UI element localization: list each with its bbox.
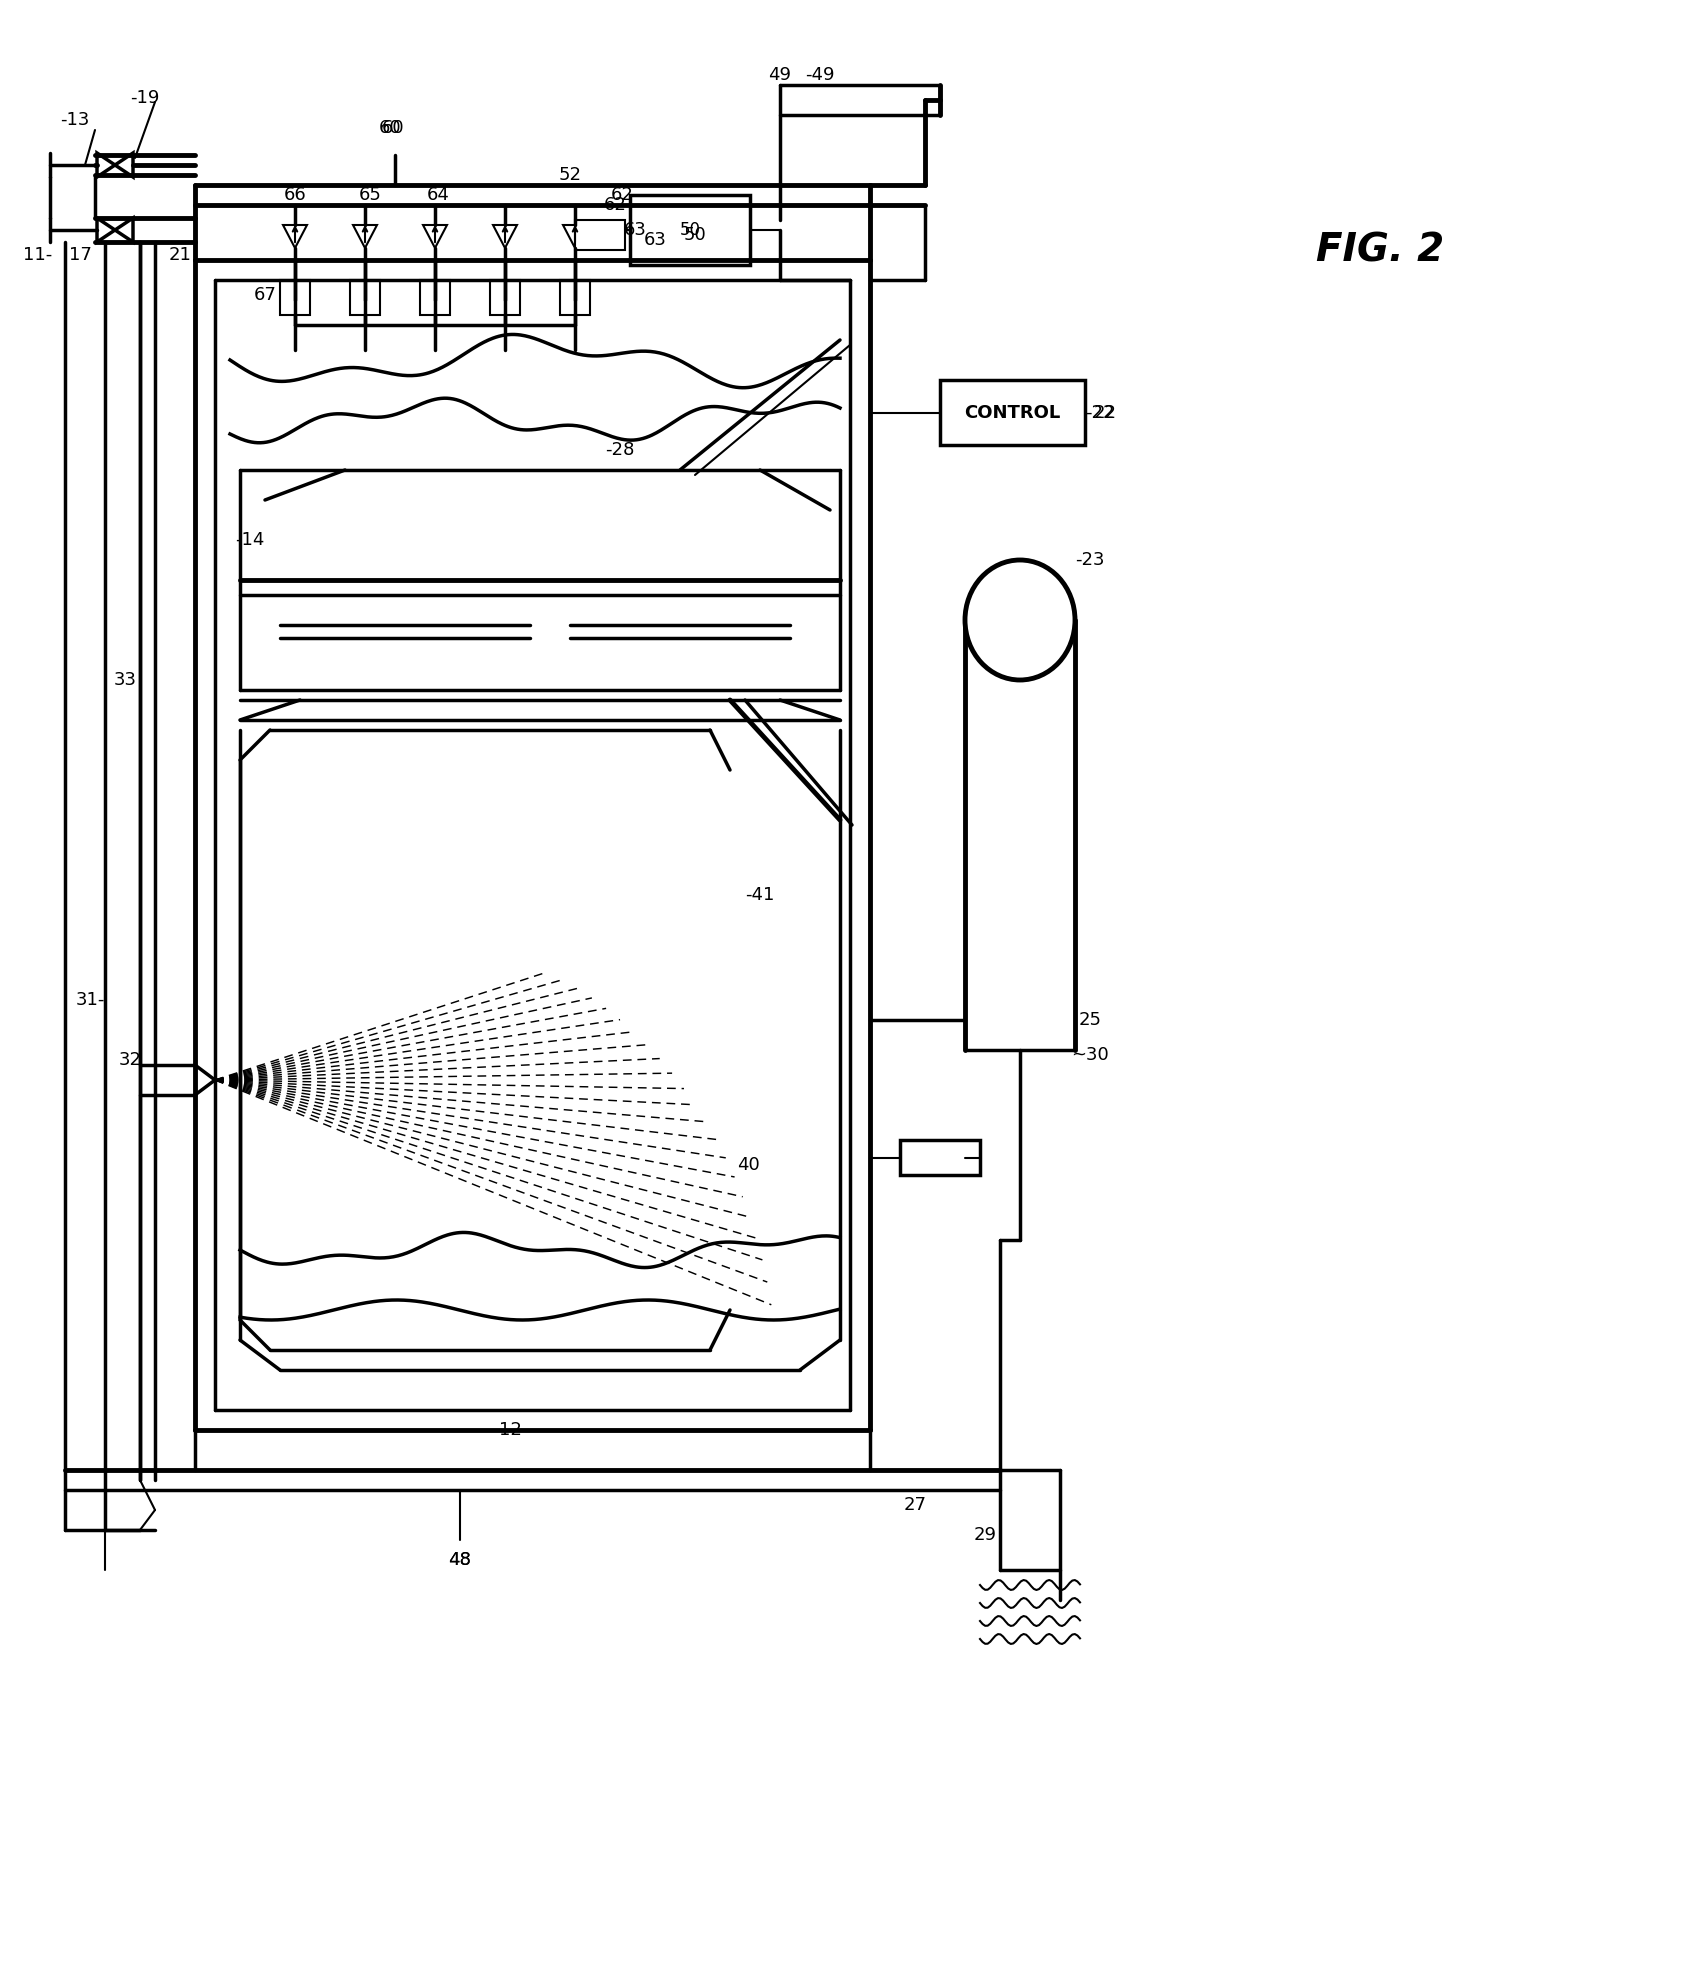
Text: 50: 50: [680, 222, 700, 239]
Text: -19: -19: [130, 88, 160, 108]
Text: 40: 40: [737, 1156, 759, 1173]
Polygon shape: [98, 218, 114, 241]
Text: 25: 25: [1078, 1010, 1102, 1028]
Text: 63: 63: [644, 232, 666, 249]
Text: 33: 33: [113, 671, 136, 689]
Text: 32: 32: [118, 1052, 141, 1069]
Bar: [420, 281, 451, 316]
Bar: [350, 281, 380, 316]
Text: FIG. 2: FIG. 2: [1315, 232, 1445, 269]
Polygon shape: [283, 226, 308, 247]
Text: ~30: ~30: [1071, 1046, 1108, 1063]
Text: 48: 48: [449, 1552, 471, 1570]
Bar: [575, 220, 626, 249]
Text: 62: 62: [604, 196, 626, 214]
Text: 48: 48: [449, 1552, 471, 1570]
Text: -23: -23: [1075, 551, 1105, 569]
Bar: [489, 281, 520, 316]
Bar: [900, 1140, 981, 1175]
Text: -28: -28: [606, 441, 634, 459]
Text: 67: 67: [254, 286, 276, 304]
Text: 65: 65: [358, 186, 382, 204]
Text: 52: 52: [558, 167, 582, 184]
Text: CONTROL: CONTROL: [964, 404, 1061, 422]
Text: -41: -41: [745, 887, 775, 904]
Ellipse shape: [965, 559, 1075, 681]
Text: 31-: 31-: [76, 991, 104, 1008]
Text: -14: -14: [235, 532, 264, 549]
Text: 49: 49: [769, 67, 792, 84]
Bar: [940, 381, 1085, 445]
Text: 66: 66: [284, 186, 306, 204]
Polygon shape: [563, 226, 587, 247]
Polygon shape: [98, 153, 114, 177]
Text: 21: 21: [168, 245, 192, 265]
Text: 50: 50: [683, 226, 706, 243]
Text: 11-: 11-: [24, 245, 52, 265]
Text: -22: -22: [1085, 404, 1115, 422]
Polygon shape: [493, 226, 516, 247]
Polygon shape: [353, 226, 377, 247]
Text: 12: 12: [498, 1420, 521, 1438]
Text: 17: 17: [69, 245, 91, 265]
Text: 64: 64: [427, 186, 449, 204]
Text: 62-: 62-: [611, 186, 639, 204]
Text: -49: -49: [806, 67, 834, 84]
Text: 29: 29: [974, 1526, 996, 1544]
Polygon shape: [114, 153, 133, 177]
Text: -13: -13: [61, 112, 89, 129]
Text: 63: 63: [624, 222, 646, 239]
Polygon shape: [422, 226, 447, 247]
Bar: [631, 194, 750, 265]
Text: 60: 60: [382, 120, 404, 137]
Text: 60: 60: [378, 120, 402, 137]
Text: 27: 27: [903, 1495, 927, 1515]
Bar: [279, 281, 309, 316]
Text: 22: 22: [1093, 404, 1117, 422]
Bar: [560, 281, 590, 316]
Polygon shape: [114, 218, 133, 241]
